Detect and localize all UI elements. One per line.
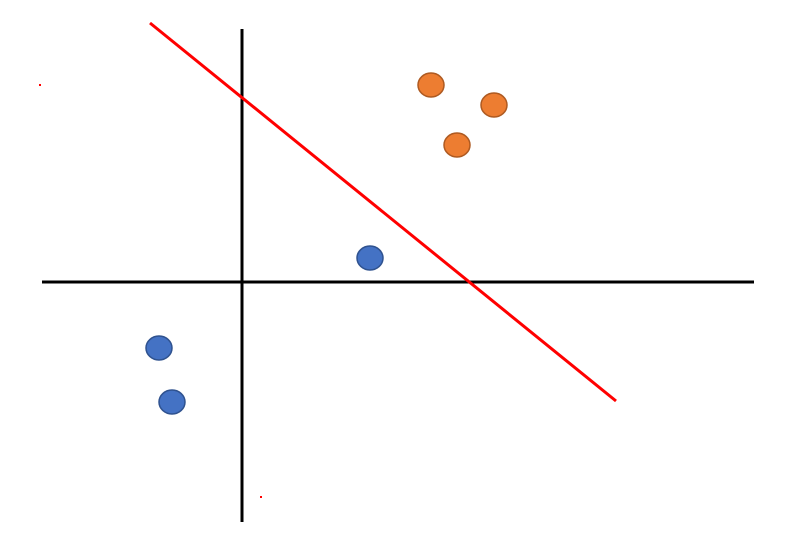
blue-point-3 xyxy=(158,389,186,415)
blue-point-1 xyxy=(356,245,384,271)
stray-mark-1 xyxy=(39,84,41,86)
points-group xyxy=(145,72,508,415)
axes xyxy=(42,29,754,522)
blue-point-2 xyxy=(145,335,173,361)
stray-mark-2 xyxy=(260,496,262,498)
orange-point-1 xyxy=(417,72,445,98)
orange-point-3 xyxy=(443,132,471,158)
decision-boundary-group xyxy=(149,21,617,403)
decision-boundary-line xyxy=(149,21,617,403)
orange-point-2 xyxy=(480,92,508,118)
stray-marks-group xyxy=(39,84,262,498)
